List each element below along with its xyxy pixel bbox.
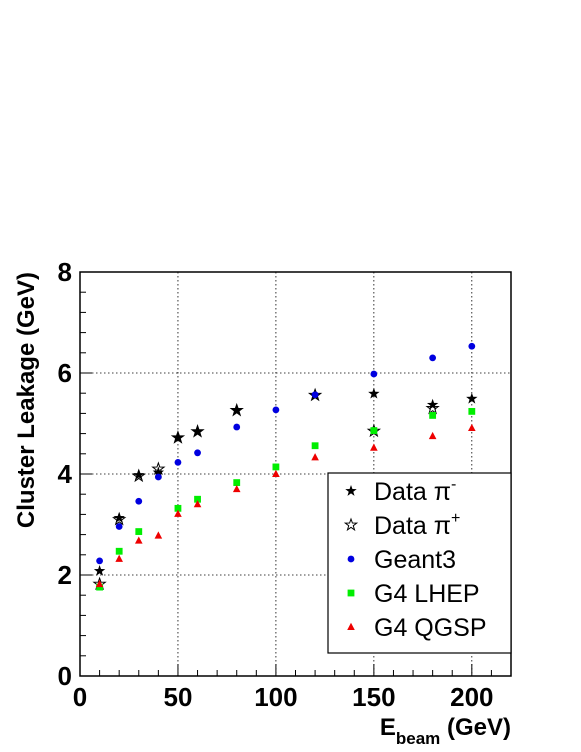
data-point [154, 473, 162, 481]
x-axis-label-subscript: beam [396, 729, 440, 748]
legend-marker [347, 622, 355, 630]
legend-label-base: Data π [374, 478, 451, 506]
legend-label-superscript: + [451, 510, 460, 527]
series-star-open [92, 387, 440, 591]
legend-label: G4 LHEP [374, 580, 480, 608]
data-point [93, 564, 106, 576]
data-point [115, 523, 123, 530]
data-point [115, 554, 123, 562]
legend-label: G4 QGSP [374, 614, 487, 642]
data-point [370, 370, 378, 378]
data-point [135, 497, 143, 505]
data-point [151, 461, 166, 476]
data-point [133, 469, 145, 480]
data-point [154, 531, 163, 539]
x-tick-label: 200 [450, 682, 493, 712]
data-point [131, 468, 146, 483]
series-square [96, 407, 476, 591]
data-point [311, 442, 319, 450]
data-point [174, 509, 182, 517]
x-tick-label: 150 [352, 682, 395, 712]
y-tick-label: 0 [58, 661, 72, 691]
legend-label: Data π- [374, 476, 456, 506]
data-point [426, 398, 439, 410]
data-point [368, 387, 380, 399]
data-point [311, 453, 319, 461]
data-point [170, 430, 186, 444]
y-tick-label: 8 [58, 257, 72, 287]
data-point [233, 423, 241, 431]
x-axis-label: Ebeam (GeV) [380, 714, 511, 748]
data-point [429, 354, 437, 362]
data-point [466, 392, 478, 404]
legend-label: Geant3 [374, 546, 456, 574]
legend-entry: Data π- [345, 476, 456, 506]
legend-entry: Geant3 [347, 546, 456, 574]
data-point [190, 424, 205, 438]
data-points [92, 342, 478, 591]
data-point [311, 391, 319, 399]
data-point [191, 425, 204, 437]
series-circle [96, 342, 476, 565]
data-point [468, 407, 476, 415]
x-axis-label-main: E [380, 714, 396, 741]
data-point [174, 458, 182, 466]
axis-ticks [79, 271, 512, 677]
data-point [231, 404, 243, 416]
tick-labels: 0 50 100 150 200 0 2 4 6 8 [58, 257, 494, 712]
data-point [193, 500, 202, 508]
data-point [115, 547, 123, 555]
data-point [425, 400, 440, 415]
legend-entry: Data π+ [343, 510, 460, 540]
data-point [272, 406, 280, 414]
series-triangle [95, 423, 476, 588]
data-point [172, 431, 184, 443]
data-point [95, 579, 104, 588]
y-axis-label: Cluster Leakage (GeV) [13, 272, 40, 528]
y-tick-label: 6 [58, 358, 72, 388]
data-point [96, 557, 103, 565]
legend-label-base: Data π [374, 512, 451, 540]
data-point [429, 412, 437, 419]
x-axis-label-unit: (GeV) [440, 714, 511, 741]
x-tick-label: 0 [73, 682, 87, 712]
data-point [229, 402, 244, 417]
data-point [468, 342, 476, 350]
y-tick-label: 2 [58, 560, 72, 590]
data-point [112, 511, 127, 526]
legend-entry: G4 QGSP [347, 614, 487, 642]
legend-entry: G4 LHEP [347, 580, 480, 608]
legend-marker [343, 517, 359, 532]
data-point [194, 449, 201, 457]
data-point [468, 423, 476, 432]
legend-box [327, 472, 512, 654]
legend-marker [347, 589, 355, 597]
data-point [96, 583, 103, 591]
data-point [272, 469, 280, 477]
data-point [174, 504, 182, 512]
x-tick-label: 100 [254, 682, 297, 712]
data-point [370, 443, 378, 451]
x-tick-label: 50 [163, 682, 192, 712]
legend-marker [345, 485, 357, 496]
legend-marker [347, 555, 355, 563]
legend-label: Data π+ [374, 510, 460, 540]
data-point [134, 536, 143, 544]
data-point [272, 463, 280, 471]
data-point [428, 431, 437, 440]
data-point [233, 479, 241, 486]
y-tick-label: 4 [58, 459, 73, 489]
data-point [194, 495, 201, 503]
legend-label-superscript: - [451, 476, 456, 493]
data-point [232, 484, 241, 493]
data-point [370, 427, 378, 434]
data-point [135, 528, 143, 535]
data-point [113, 511, 125, 523]
